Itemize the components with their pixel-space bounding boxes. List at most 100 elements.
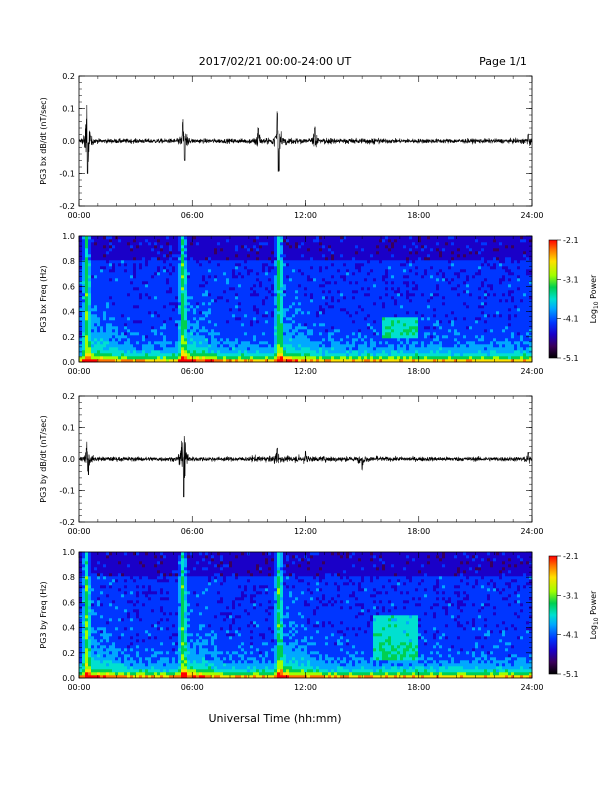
heatmap-cell <box>247 239 251 243</box>
heatmap-cell <box>337 359 341 363</box>
heatmap-cell <box>265 311 269 315</box>
heatmap-cell <box>364 323 368 327</box>
heatmap-cell <box>121 263 125 267</box>
heatmap-cell <box>127 359 131 363</box>
heatmap-cell <box>220 317 224 321</box>
heatmap-cell <box>397 248 401 252</box>
heatmap-cell <box>217 329 221 333</box>
heatmap-cell <box>322 299 326 303</box>
heatmap-cell <box>232 254 236 258</box>
heatmap-cell <box>139 272 143 276</box>
heatmap-cell <box>376 266 380 270</box>
heatmap-cell <box>325 314 329 318</box>
heatmap-cell <box>397 287 401 291</box>
heatmap-cell <box>307 344 311 348</box>
heatmap-cell <box>349 284 353 288</box>
heatmap-cell <box>331 350 335 354</box>
heatmap-cell <box>373 305 377 309</box>
heatmap-cell <box>259 284 263 288</box>
heatmap-cell <box>310 296 314 300</box>
heatmap-cell <box>160 266 164 270</box>
heatmap-cell <box>217 314 221 318</box>
heatmap-cell <box>226 356 230 360</box>
heatmap-cell <box>151 272 155 276</box>
heatmap-cell <box>142 338 146 342</box>
heatmap-cell <box>355 314 359 318</box>
heatmap-cell <box>382 341 386 345</box>
heatmap-cell <box>283 326 287 330</box>
heatmap-cell <box>250 329 254 333</box>
heatmap-cell <box>178 263 182 267</box>
heatmap-cell <box>397 293 401 297</box>
heatmap-cell <box>214 290 218 294</box>
heatmap-cell <box>367 311 371 315</box>
heatmap-cell <box>334 263 338 267</box>
heatmap-cell <box>103 359 107 363</box>
heatmap-cell <box>313 350 317 354</box>
heatmap-cell <box>388 281 392 285</box>
heatmap-cell <box>331 326 335 330</box>
heatmap-cell <box>280 266 284 270</box>
heatmap-cell <box>400 269 404 273</box>
heatmap-cell <box>214 299 218 303</box>
heatmap-cell <box>199 311 203 315</box>
heatmap-cell <box>349 329 353 333</box>
heatmap-cell <box>418 269 422 273</box>
heatmap-cell <box>184 254 188 258</box>
heatmap-cell <box>310 263 314 267</box>
heatmap-cell <box>316 299 320 303</box>
heatmap-cell <box>283 356 287 360</box>
heatmap-cell <box>397 341 401 345</box>
heatmap-cell <box>100 248 104 252</box>
heatmap-cell <box>145 311 149 315</box>
heatmap-cell <box>199 359 203 363</box>
heatmap-cell <box>202 359 206 363</box>
heatmap-cell <box>187 293 191 297</box>
heatmap-cell <box>211 320 215 324</box>
heatmap-cell <box>169 305 173 309</box>
heatmap-cell <box>349 254 353 258</box>
heatmap-cell <box>397 266 401 270</box>
heatmap-cell <box>397 275 401 279</box>
heatmap-cell <box>172 308 176 312</box>
heatmap-cell <box>262 317 266 321</box>
heatmap-cell <box>298 338 302 342</box>
heatmap-cell <box>334 356 338 360</box>
heatmap-cell <box>202 239 206 243</box>
heatmap-cell <box>400 290 404 294</box>
heatmap-cell <box>214 326 218 330</box>
heatmap-cell <box>412 290 416 294</box>
heatmap-cell <box>274 314 278 318</box>
heatmap-cell <box>163 302 167 306</box>
heatmap-cell <box>133 260 137 264</box>
heatmap-cell <box>199 239 203 243</box>
heatmap-cell <box>241 266 245 270</box>
heatmap-cell <box>178 299 182 303</box>
heatmap-cell <box>391 329 395 333</box>
heatmap-cell <box>385 293 389 297</box>
heatmap-cell <box>163 272 167 276</box>
heatmap-cell <box>361 263 365 267</box>
heatmap-cell <box>178 308 182 312</box>
heatmap-cell <box>403 341 407 345</box>
heatmap-cell <box>325 266 329 270</box>
heatmap-cell <box>91 281 95 285</box>
heatmap-cell <box>157 296 161 300</box>
heatmap-cell <box>196 263 200 267</box>
heatmap-cell <box>181 356 185 360</box>
heatmap-cell <box>253 311 257 315</box>
heatmap-cell <box>100 308 104 312</box>
heatmap-cell <box>349 281 353 285</box>
heatmap-cell <box>379 296 383 300</box>
heatmap-cell <box>382 266 386 270</box>
heatmap-cell <box>421 353 425 357</box>
heatmap-cell <box>256 242 260 246</box>
heatmap-cell <box>265 269 269 273</box>
heatmap-cell <box>130 314 134 318</box>
heatmap-cell <box>196 359 200 363</box>
heatmap-cell <box>424 251 428 255</box>
heatmap-cell <box>292 308 296 312</box>
heatmap-cell <box>382 350 386 354</box>
heatmap-cell <box>325 302 329 306</box>
heatmap-cell <box>196 251 200 255</box>
